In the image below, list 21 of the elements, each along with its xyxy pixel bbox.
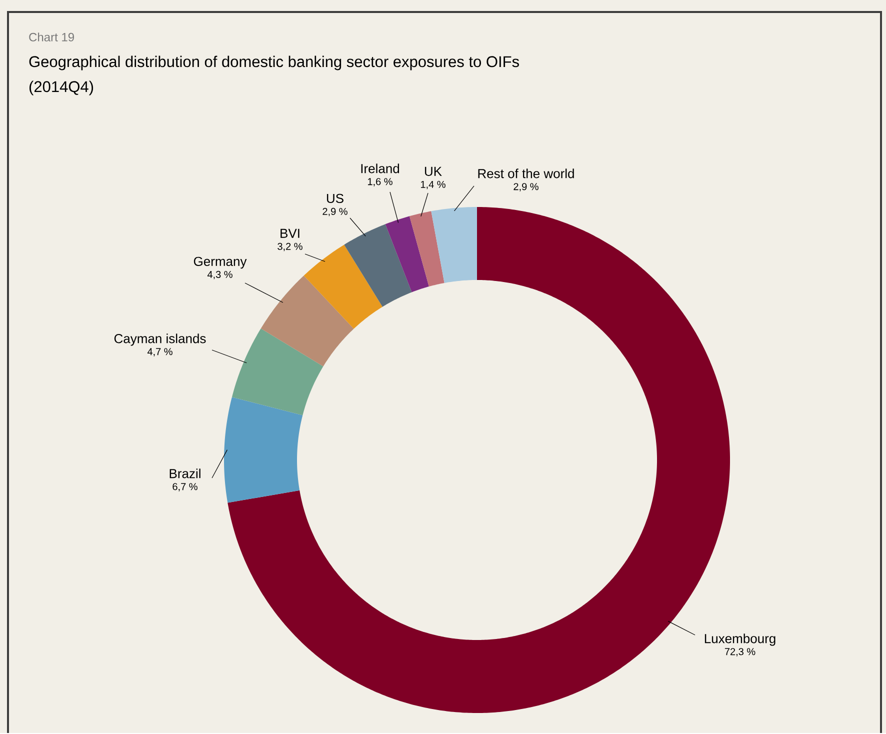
data-label: 2,9 % <box>322 208 348 216</box>
data-label: 1,6 % <box>368 178 392 186</box>
slice-label: Cayman islands <box>114 334 206 346</box>
chart-subtitle: (2014Q4) <box>29 80 94 96</box>
slice-label: US <box>326 194 344 204</box>
data-label: 2,9 % <box>514 183 538 192</box>
slice-label: Luxembourg <box>704 634 776 646</box>
slice-label: Ireland <box>361 164 400 174</box>
data-label: 72,3 % <box>724 648 756 656</box>
slice-label: Brazil <box>170 468 200 478</box>
slice-label: Rest of the world <box>478 168 574 178</box>
slice-label: Germany <box>194 256 247 269</box>
chart-title: Geographical distribution of domestic banking sector exposures to OIFs <box>29 56 519 70</box>
slice-label: UK <box>424 166 442 176</box>
data-label: 4,3 % <box>207 270 232 280</box>
data-label: 6,7 % <box>172 483 198 492</box>
data-label: 4,7 % <box>147 348 172 356</box>
slice-label: BVI <box>280 228 300 238</box>
data-label: 1,4 % <box>420 180 446 190</box>
data-label: 3,2 % <box>278 242 302 252</box>
caption: Chart 19 <box>29 32 74 42</box>
